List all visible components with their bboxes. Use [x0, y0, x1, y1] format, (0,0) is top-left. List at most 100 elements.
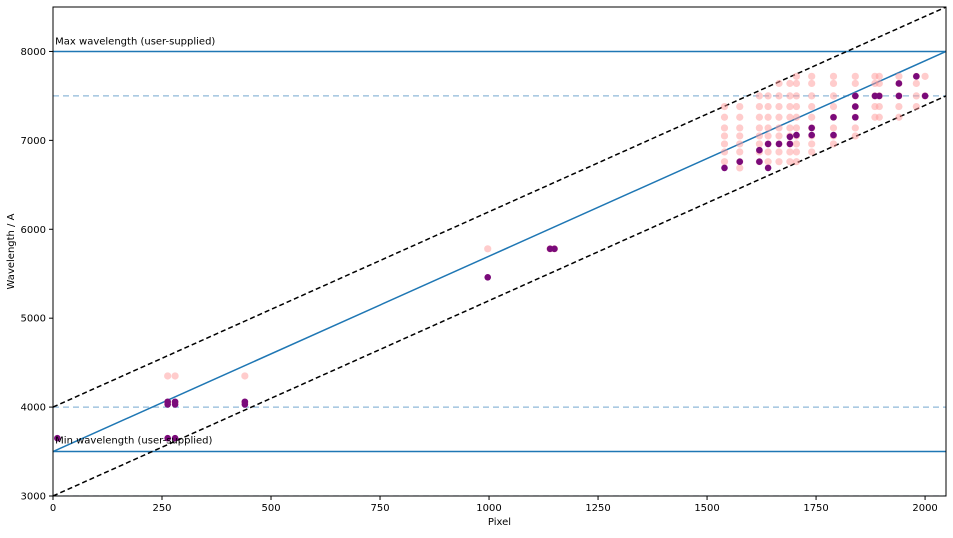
- candidate-point: [786, 102, 794, 111]
- y-tick-label: 5000: [21, 314, 46, 325]
- matched-point: [54, 434, 61, 442]
- x-axis-label: Pixel: [488, 517, 511, 528]
- x-tick-label: 500: [261, 503, 280, 514]
- candidate-point: [792, 148, 801, 156]
- candidate-point: [736, 132, 744, 140]
- candidate-point: [875, 102, 883, 111]
- matched-point: [764, 140, 772, 148]
- candidate-point: [921, 72, 929, 80]
- matched-point: [895, 80, 903, 87]
- matched-point: [164, 434, 171, 442]
- candidate-point: [829, 72, 838, 80]
- candidate-point: [792, 140, 801, 148]
- matched-point: [808, 131, 816, 139]
- candidate-point: [792, 102, 801, 111]
- candidate-point: [829, 79, 838, 88]
- matched-point: [786, 133, 794, 141]
- candidate-point: [164, 372, 172, 380]
- fit-line: [53, 50, 946, 453]
- candidate-point: [484, 245, 492, 253]
- y-tick-label: 4000: [21, 403, 46, 414]
- x-tick-label: 1750: [803, 503, 828, 514]
- matched-point: [241, 398, 249, 406]
- candidate-point: [755, 113, 763, 121]
- x-tick-label: 750: [370, 503, 389, 514]
- candidate-point: [171, 372, 179, 380]
- candidate-point: [736, 164, 744, 172]
- y-tick-label: 7000: [21, 136, 46, 147]
- x-tick-label: 2000: [912, 503, 937, 514]
- candidate-point: [808, 140, 816, 148]
- bound-line: [53, 7, 946, 408]
- candidate-point: [808, 148, 816, 156]
- matched-point: [852, 103, 859, 110]
- candidate-point: [775, 92, 783, 100]
- candidate-point: [829, 124, 838, 132]
- candidate-point: [851, 124, 859, 132]
- candidate-point: [720, 113, 729, 121]
- max-wavelength-label: Max wavelength (user-supplied): [55, 36, 215, 47]
- candidate-point: [808, 92, 816, 100]
- matched-point: [764, 164, 772, 172]
- candidate-point: [851, 132, 859, 140]
- candidate-point: [775, 132, 783, 140]
- candidate-point: [786, 158, 794, 166]
- y-tick-label: 3000: [21, 492, 46, 503]
- candidate-point: [895, 72, 903, 80]
- matched-point: [852, 92, 859, 100]
- candidate-point: [808, 79, 816, 88]
- matched-point: [852, 113, 859, 121]
- matched-point: [756, 146, 763, 154]
- y-tick-label: 6000: [21, 225, 46, 236]
- matched-point: [551, 245, 558, 253]
- candidate-point: [851, 79, 859, 88]
- candidate-point: [775, 124, 783, 132]
- candidate-point: [786, 124, 794, 132]
- plot-frame: [52, 6, 947, 497]
- candidate-point: [764, 158, 772, 166]
- matched-point: [875, 92, 883, 100]
- candidate-point: [792, 72, 801, 80]
- x-tick-label: 0: [50, 503, 56, 514]
- candidate-point: [792, 113, 801, 121]
- candidate-point: [895, 113, 903, 121]
- candidate-point: [755, 102, 763, 111]
- candidate-point: [764, 132, 772, 140]
- candidate-point: [792, 79, 801, 88]
- candidate-point: [786, 148, 794, 156]
- candidate-point: [786, 92, 794, 100]
- candidate-point: [829, 140, 838, 148]
- candidate-point: [775, 79, 783, 88]
- candidate-point: [736, 113, 744, 121]
- matched-point: [793, 131, 800, 139]
- y-tick-label: 8000: [21, 47, 46, 58]
- matched-point: [171, 398, 179, 406]
- candidate-point: [736, 124, 744, 132]
- candidate-point: [736, 140, 744, 148]
- candidate-point: [241, 372, 249, 380]
- matched-point: [164, 398, 171, 406]
- candidate-point: [786, 79, 794, 88]
- candidate-point: [786, 113, 794, 121]
- candidate-point: [912, 92, 920, 100]
- candidate-point: [764, 102, 772, 111]
- matched-point: [171, 434, 179, 442]
- matched-point: [921, 92, 929, 100]
- candidate-point: [764, 113, 772, 121]
- matched-point: [484, 273, 492, 281]
- candidate-point: [755, 132, 763, 140]
- matched-point: [830, 113, 837, 121]
- candidate-point: [792, 124, 801, 132]
- axes: 0 250 500 750 1000 1250 1500 1750 2000 3000 4000 50…: [21, 6, 947, 514]
- candidate-point: [829, 92, 838, 100]
- candidate-point: [764, 124, 772, 132]
- candidate-point: [875, 113, 883, 121]
- min-wavelength-label: Min wavelength (user-supplied): [55, 436, 212, 447]
- candidate-point: [755, 124, 763, 132]
- candidate-point: [808, 102, 816, 111]
- candidate-point: [895, 102, 903, 111]
- candidate-point: [764, 148, 772, 156]
- annotations: Max wavelength (user-supplied) Min wavel…: [6, 36, 511, 528]
